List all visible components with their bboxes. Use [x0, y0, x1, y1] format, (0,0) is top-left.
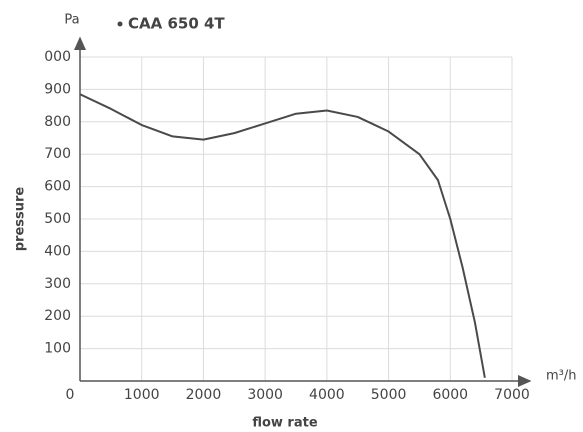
y-tick-label: 100 [44, 341, 71, 357]
x-label: flow rate [252, 416, 318, 431]
y-tick-label: 800 [44, 114, 71, 130]
y-tick-label: 500 [44, 211, 71, 227]
y-tick-label: 700 [44, 146, 71, 162]
x-tick-label: 1000 [124, 387, 160, 403]
x-tick-label: 4000 [309, 387, 345, 403]
x-tick-label: 5000 [371, 387, 407, 403]
legend-label: CAA 650 4T [128, 15, 225, 33]
x-tick-label: 7000 [494, 387, 530, 403]
x-tick-label: 6000 [432, 387, 468, 403]
x-tick-label: 0 [66, 387, 75, 403]
y-tick-label: 200 [44, 308, 71, 324]
y-tick-label: 900 [44, 81, 71, 97]
y-tick-label: 000 [44, 49, 71, 65]
y-tick-label: 300 [44, 276, 71, 292]
y-tick-label: 600 [44, 179, 71, 195]
curve [79, 93, 486, 378]
legend-bullet [117, 21, 123, 27]
x-unit: m³/h [546, 369, 577, 384]
y-unit: Pa [64, 13, 79, 28]
x-tick-label: 3000 [247, 387, 283, 403]
x-tick-label: 2000 [186, 387, 222, 403]
y-tick-label: 400 [44, 243, 71, 259]
y-label: pressure [13, 187, 28, 252]
